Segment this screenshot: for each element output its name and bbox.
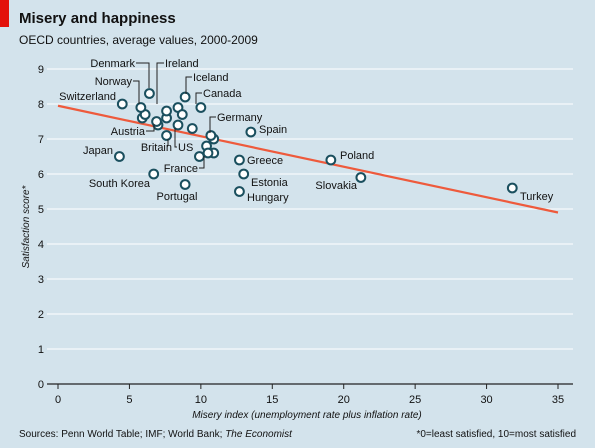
point-label-switzerland: Switzerland bbox=[59, 91, 116, 103]
leader-line bbox=[156, 62, 164, 104]
data-points bbox=[114, 88, 518, 197]
data-point bbox=[176, 109, 188, 120]
data-point-portugal bbox=[179, 179, 191, 190]
point-label-poland: Poland bbox=[340, 150, 374, 162]
x-tick-label: 0 bbox=[55, 394, 61, 406]
point-label-norway: Norway bbox=[95, 76, 133, 88]
x-tick-label: 25 bbox=[409, 394, 421, 406]
x-tick-label: 15 bbox=[266, 394, 278, 406]
data-point-spain bbox=[245, 126, 257, 138]
point-label-greece: Greece bbox=[247, 155, 283, 167]
y-tick-label: 4 bbox=[38, 239, 44, 251]
y-tick-label: 0 bbox=[38, 379, 44, 391]
trend-line-group bbox=[57, 104, 559, 214]
point-label-france: France bbox=[164, 163, 198, 175]
data-point-norway bbox=[135, 102, 147, 113]
y-tick-label: 8 bbox=[38, 99, 44, 111]
chart-subtitle: OECD countries, average values, 2000-200… bbox=[19, 33, 258, 47]
data-point-france bbox=[202, 147, 214, 159]
source-note: Sources: Penn World Table; IMF; World Ba… bbox=[19, 429, 292, 440]
data-point-canada bbox=[195, 102, 207, 113]
x-axis-label: Misery index (unemployment rate plus inf… bbox=[192, 410, 422, 421]
leader-line bbox=[195, 92, 202, 104]
point-label-iceland: Iceland bbox=[193, 72, 228, 84]
point-labels: Denmark Ireland Norway Switzerland Iceland Ca… bbox=[59, 58, 554, 204]
data-point bbox=[194, 151, 205, 162]
leader-line bbox=[136, 62, 150, 88]
data-point-germany bbox=[205, 130, 217, 141]
point-label-us: US bbox=[178, 142, 193, 154]
y-tick-label: 7 bbox=[38, 134, 44, 146]
point-label-ireland: Ireland bbox=[165, 58, 199, 70]
point-label-portugal: Portugal bbox=[157, 191, 198, 203]
leader-line bbox=[199, 156, 205, 169]
point-label-austria: Austria bbox=[111, 126, 146, 138]
y-tick-label: 6 bbox=[38, 169, 44, 181]
data-point-turkey bbox=[506, 182, 518, 194]
x-tick-label: 10 bbox=[195, 394, 207, 406]
data-point-austria bbox=[151, 116, 162, 127]
data-point-hungary bbox=[234, 186, 245, 197]
gridlines bbox=[47, 68, 573, 350]
point-label-spain: Spain bbox=[259, 124, 287, 136]
y-tick-label: 1 bbox=[38, 344, 44, 356]
y-axis-label: Satisfaction score* bbox=[21, 184, 32, 268]
data-point-iceland bbox=[179, 91, 191, 103]
leader-line bbox=[146, 124, 155, 132]
x-tick-label: 30 bbox=[480, 394, 492, 406]
data-point bbox=[186, 123, 198, 134]
point-label-japan: Japan bbox=[83, 145, 113, 157]
x-tick-label: 5 bbox=[126, 394, 132, 406]
leader-line bbox=[209, 116, 216, 133]
x-axis: 0 5 10 15 20 25 30 35 bbox=[47, 383, 573, 406]
point-label-south-korea: South Korea bbox=[89, 178, 151, 190]
data-point-south-korea bbox=[148, 168, 160, 180]
source-publication: The Economist bbox=[225, 429, 292, 440]
point-label-canada: Canada bbox=[203, 88, 242, 100]
leader-line bbox=[185, 76, 192, 94]
point-label-germany: Germany bbox=[217, 112, 263, 124]
point-label-denmark: Denmark bbox=[90, 58, 135, 70]
y-tick-label: 5 bbox=[38, 204, 44, 216]
data-point-britain bbox=[161, 130, 172, 141]
data-point-switzerland bbox=[116, 98, 128, 110]
data-point-japan bbox=[114, 151, 125, 162]
data-point-poland bbox=[325, 154, 337, 166]
trend-line bbox=[57, 104, 559, 214]
y-axis-ticks: 0 1 2 3 4 5 6 7 8 9 bbox=[38, 64, 44, 391]
data-point-us bbox=[172, 119, 184, 131]
data-point-estonia bbox=[238, 168, 250, 180]
point-label-estonia: Estonia bbox=[251, 177, 289, 189]
brand-accent-bar bbox=[0, 0, 9, 27]
point-label-turkey: Turkey bbox=[520, 191, 554, 203]
x-tick-label: 35 bbox=[552, 394, 564, 406]
data-point-ireland bbox=[161, 105, 172, 117]
y-tick-label: 2 bbox=[38, 309, 44, 321]
x-tick-label: 20 bbox=[338, 394, 350, 406]
data-point-greece bbox=[234, 154, 245, 166]
y-tick-label: 3 bbox=[38, 274, 44, 286]
source-prefix: Sources: Penn World Table; IMF; World Ba… bbox=[19, 429, 226, 440]
point-label-hungary: Hungary bbox=[247, 192, 289, 204]
chart-title: Misery and happiness bbox=[19, 10, 176, 27]
point-label-britain: Britain bbox=[141, 142, 172, 154]
data-point-denmark bbox=[144, 88, 155, 99]
leader-line bbox=[174, 128, 177, 148]
point-label-slovakia: Slovakia bbox=[315, 180, 357, 192]
footnote: *0=least satisfied, 10=most satisfied bbox=[416, 429, 576, 440]
y-tick-label: 9 bbox=[38, 64, 44, 76]
data-point-slovakia bbox=[355, 172, 367, 183]
leader-line bbox=[133, 80, 140, 104]
